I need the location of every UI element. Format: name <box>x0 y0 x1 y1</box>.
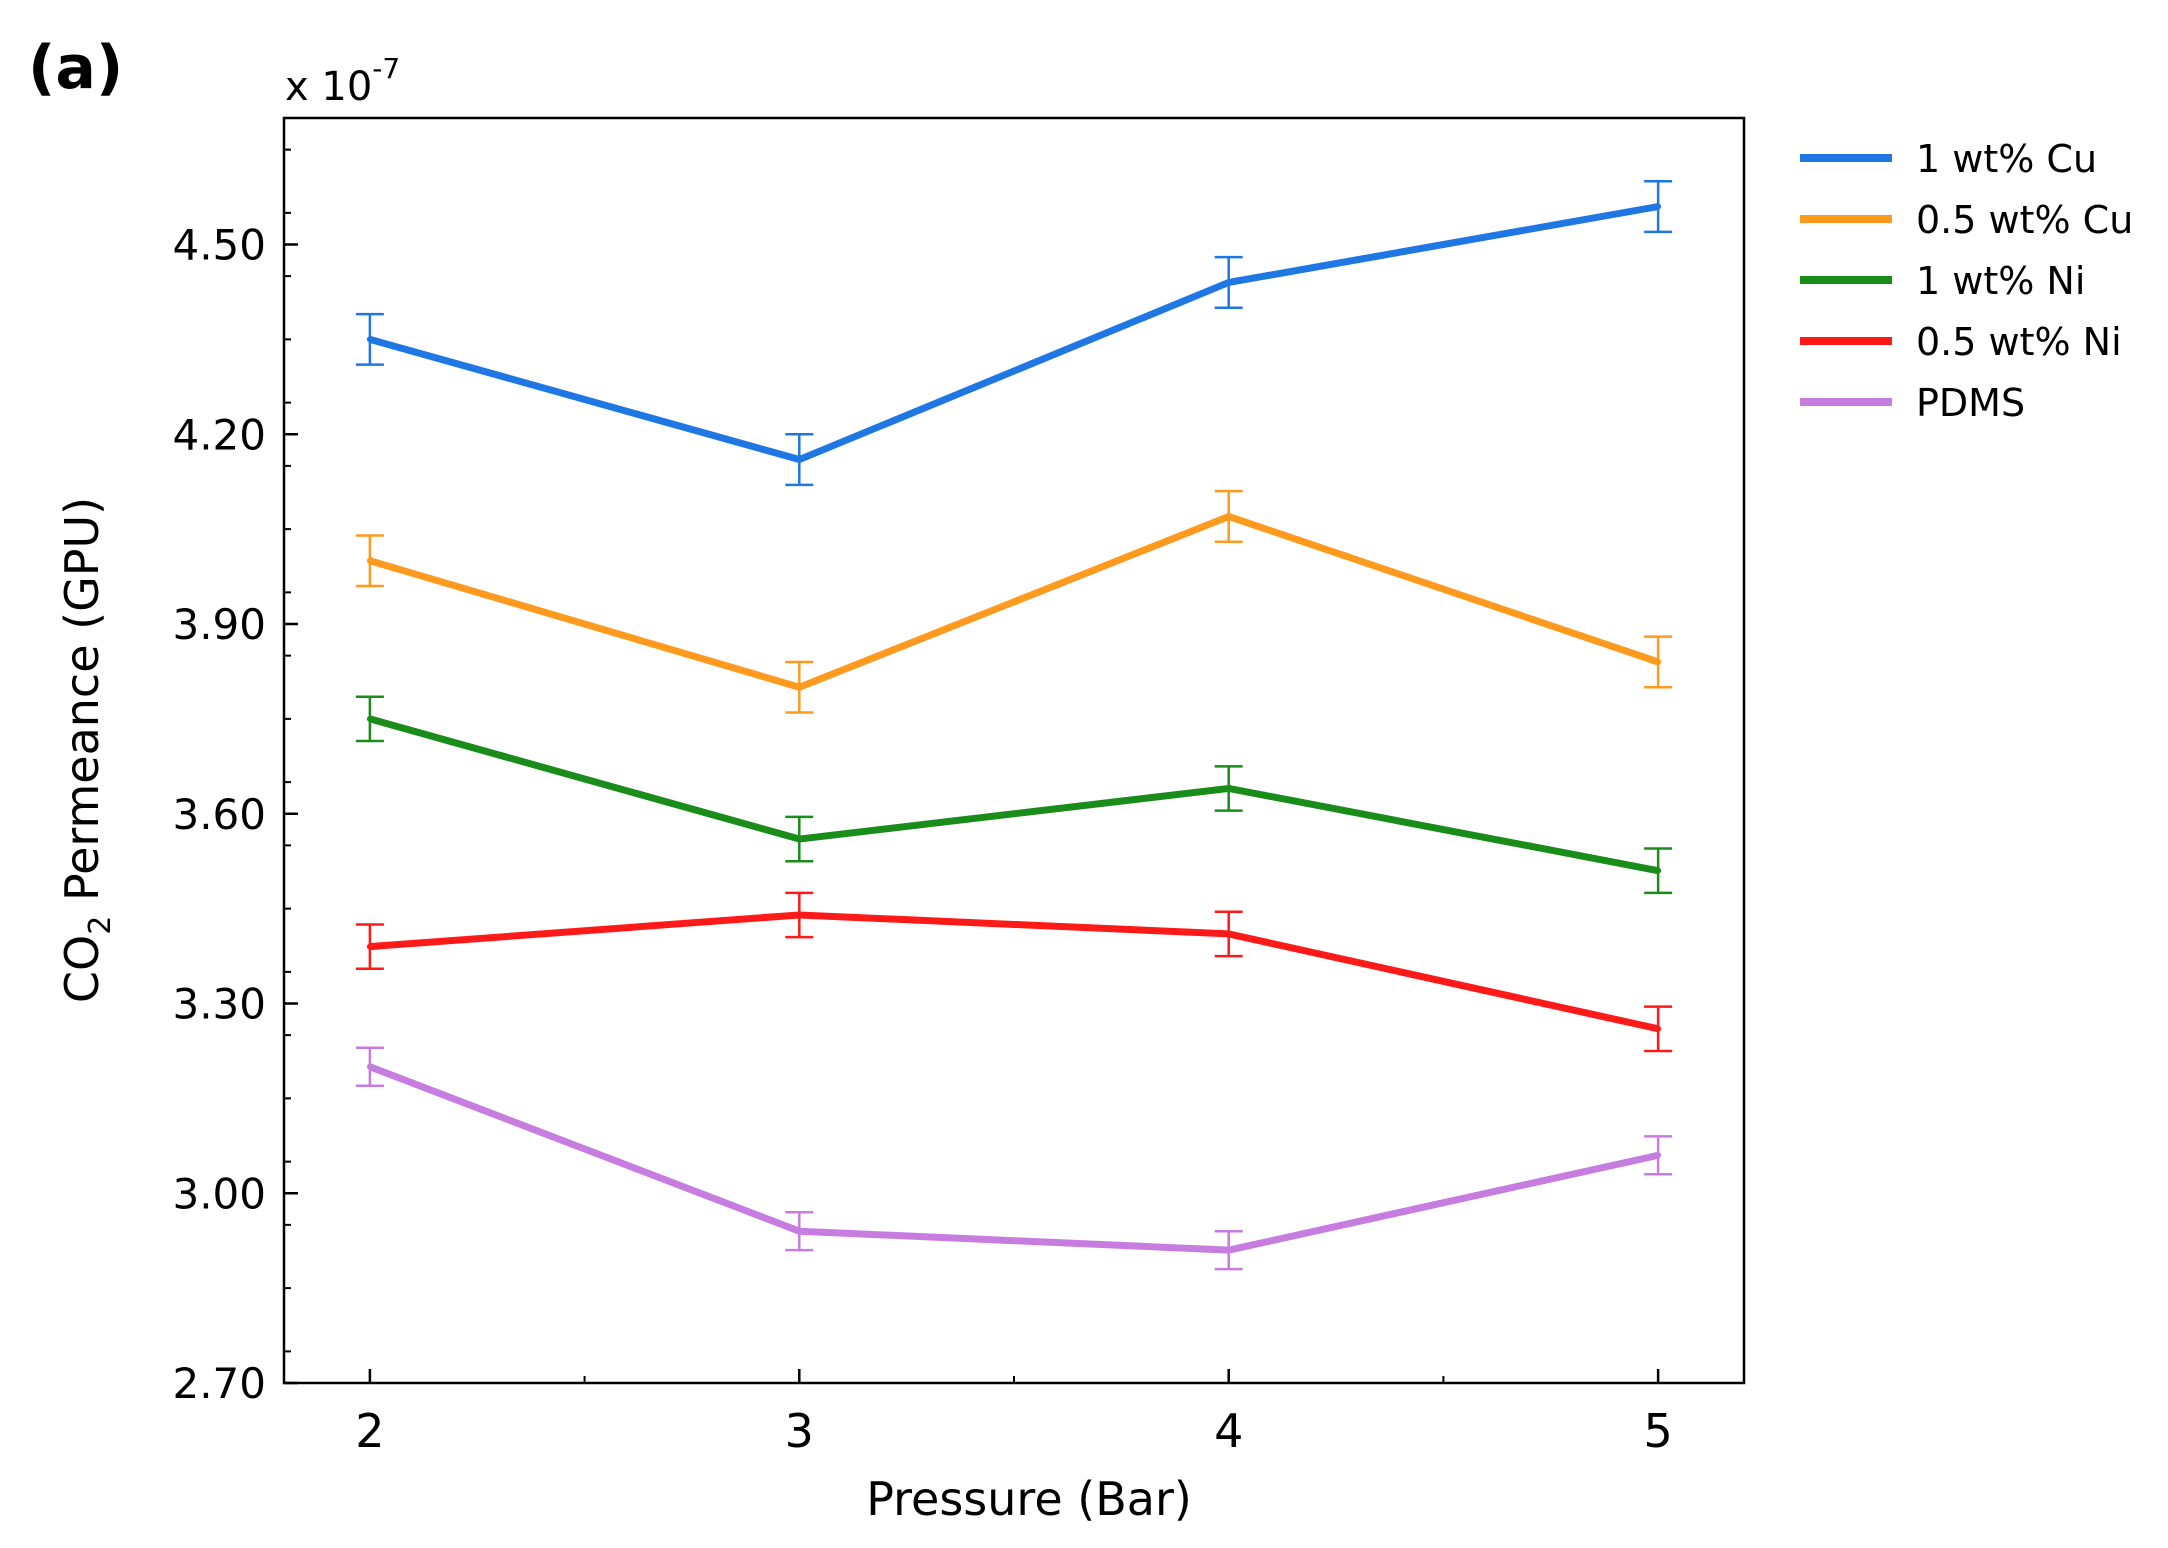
series-0-5-wt-cu <box>355 489 1673 714</box>
x-tick-label: 5 <box>1643 1404 1672 1458</box>
series-line <box>368 1063 1659 1254</box>
x-axis-title: Pressure (Bar) <box>866 1472 1192 1526</box>
legend-label: 1 wt% Ni <box>1916 259 2085 303</box>
y-axis-title-prefix: CO <box>55 935 109 1003</box>
series-0-5-wt-ni <box>355 891 1673 1053</box>
series-layer <box>355 180 1673 1271</box>
x-tick-label: 3 <box>785 1404 814 1458</box>
data-point <box>1655 1152 1662 1159</box>
x-tick-label: 4 <box>1214 1404 1243 1458</box>
data-point <box>1225 513 1232 520</box>
data-point <box>1655 203 1662 210</box>
data-point <box>1225 785 1232 792</box>
y-tick-label: 3.00 <box>172 1169 266 1218</box>
series-line <box>368 203 1659 464</box>
data-point <box>796 684 803 691</box>
data-point <box>796 1228 803 1235</box>
series-line <box>368 512 1660 691</box>
legend: 1 wt% Cu 0.5 wt% Cu 1 wt% Ni 0.5 wt% Ni PDMS <box>1800 137 2133 425</box>
data-point <box>1225 930 1232 937</box>
panel-label: (a) <box>28 33 123 103</box>
y-axis-title-suffix: Permeance (GPU) <box>55 497 109 916</box>
x-axis-ticks: 2 3 4 5 <box>355 1369 1673 1458</box>
y-tick-label: 4.50 <box>172 221 266 270</box>
y-tick-label: 3.60 <box>172 790 266 839</box>
legend-label: PDMS <box>1916 381 2025 425</box>
legend-label: 0.5 wt% Cu <box>1916 198 2133 242</box>
legend-item: 1 wt% Ni <box>1800 259 2085 303</box>
plot-area-frame <box>282 116 1746 1385</box>
data-point <box>1655 867 1662 874</box>
legend-label: 0.5 wt% Ni <box>1916 320 2122 364</box>
y-tick-label: 3.90 <box>172 600 266 649</box>
exponent-label: x 10-7 <box>285 52 400 110</box>
data-point <box>1655 1025 1662 1032</box>
exponent-base: x 10 <box>285 64 372 110</box>
exponent-power: -7 <box>372 52 400 85</box>
y-axis-title: CO2 Permeance (GPU) <box>55 497 118 1003</box>
data-point <box>366 557 373 564</box>
series-line <box>368 715 1659 875</box>
y-axis-ticks: 2.70 3.00 3.30 3.60 3.90 4.20 4.50 <box>172 148 298 1408</box>
data-point <box>796 836 803 843</box>
series-pdms <box>355 1046 1673 1271</box>
data-point <box>1225 279 1232 286</box>
y-tick-label: 2.70 <box>172 1359 266 1408</box>
legend-item: 1 wt% Cu <box>1800 137 2097 181</box>
legend-item: PDMS <box>1800 381 2025 425</box>
y-axis-title-subscript: 2 <box>83 916 118 935</box>
data-point <box>796 456 803 463</box>
data-point <box>366 336 373 343</box>
data-point <box>1225 1247 1232 1254</box>
data-point <box>1655 658 1662 665</box>
y-tick-label: 4.20 <box>172 410 266 459</box>
data-point <box>366 715 373 722</box>
series-line <box>369 911 1659 1033</box>
data-point <box>366 943 373 950</box>
data-point <box>796 911 803 918</box>
series-1-wt-ni <box>355 695 1673 895</box>
legend-label: 1 wt% Cu <box>1916 137 2097 181</box>
y-tick-label: 3.30 <box>172 980 266 1029</box>
series-1-wt-cu <box>355 180 1673 487</box>
x-tick-label: 2 <box>355 1404 384 1458</box>
legend-item: 0.5 wt% Cu <box>1800 198 2133 242</box>
data-point <box>366 1063 373 1070</box>
legend-item: 0.5 wt% Ni <box>1800 320 2122 364</box>
